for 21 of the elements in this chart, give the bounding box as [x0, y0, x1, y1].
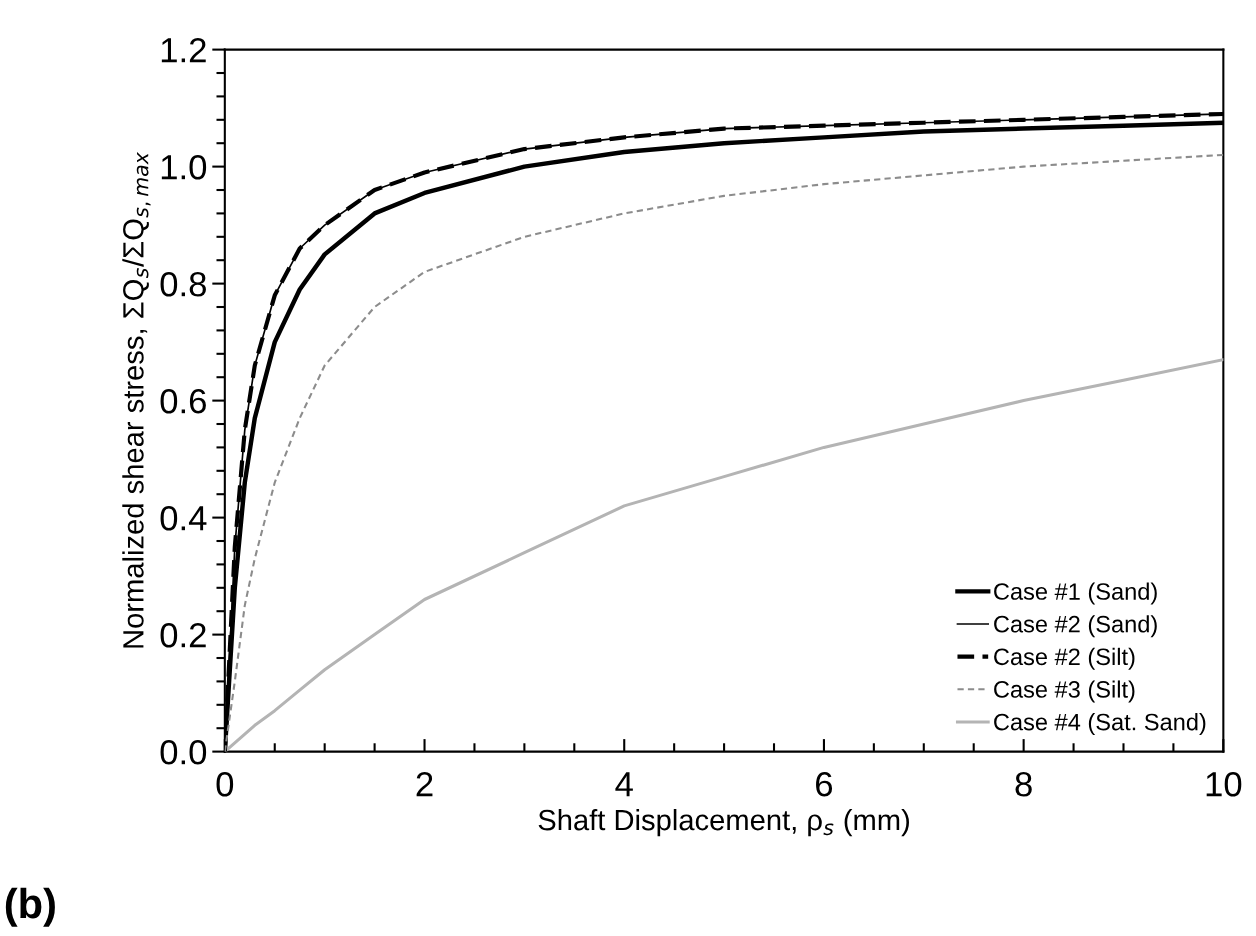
y-axis-title: Normalized shear stress, ΣQ$_{s}$/ΣQ$_{s,max}$	[122, 152, 151, 648]
y-tick-label: 0.6	[160, 388, 206, 414]
x-tick-label: 2	[416, 771, 433, 797]
legend-label: Case #1 (Sand)	[994, 582, 1157, 605]
legend-label: Case #3 (Silt)	[994, 680, 1135, 703]
x-tick-label: 10	[1206, 771, 1242, 797]
x-tick-label: 6	[816, 771, 833, 797]
x-tick-label: 0	[216, 771, 234, 797]
legend-label: Case #4 (Sat. Sand)	[994, 713, 1206, 736]
x-axis-title: Shaft Displacement, ρ$_{s}$ (mm)	[538, 808, 909, 837]
legend-label: Case #2 (Silt)	[994, 647, 1135, 670]
y-tick-label: 0.4	[160, 505, 207, 531]
y-tick-label: 1.0	[161, 154, 207, 180]
legend-label: Case #2 (Sand)	[994, 615, 1157, 638]
y-tick-label: 0.0	[160, 739, 207, 765]
text: (b)	[5, 887, 55, 927]
x-tick-label: 4	[615, 772, 633, 797]
x-tick-label: 8	[1015, 771, 1032, 797]
y-tick-label: 0.2	[160, 622, 206, 648]
y-tick-label: 1.2	[161, 37, 206, 63]
y-tick-label: 0.8	[160, 271, 206, 297]
